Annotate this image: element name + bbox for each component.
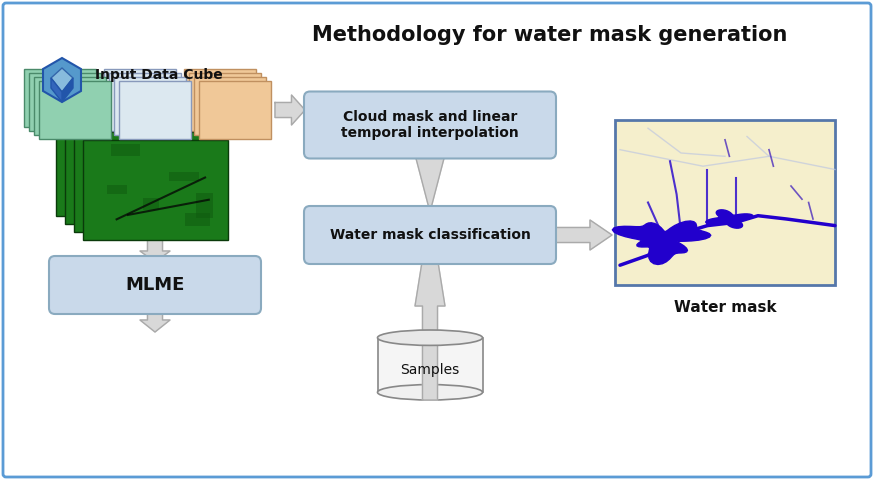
FancyBboxPatch shape <box>188 173 217 189</box>
Polygon shape <box>140 308 170 332</box>
FancyBboxPatch shape <box>196 193 213 218</box>
FancyBboxPatch shape <box>615 120 835 285</box>
Text: Methodology for water mask generation: Methodology for water mask generation <box>312 25 787 45</box>
FancyBboxPatch shape <box>119 149 138 171</box>
FancyBboxPatch shape <box>91 204 102 215</box>
Polygon shape <box>51 78 62 102</box>
FancyBboxPatch shape <box>119 81 191 139</box>
FancyBboxPatch shape <box>182 169 198 180</box>
Polygon shape <box>140 240 170 262</box>
Polygon shape <box>275 95 305 125</box>
FancyBboxPatch shape <box>184 214 211 226</box>
FancyBboxPatch shape <box>169 172 198 180</box>
FancyBboxPatch shape <box>142 198 159 210</box>
FancyBboxPatch shape <box>34 77 106 135</box>
Text: MLME: MLME <box>125 276 184 294</box>
FancyBboxPatch shape <box>114 77 186 135</box>
Polygon shape <box>706 210 753 228</box>
Polygon shape <box>415 97 445 212</box>
Text: Water mask classification: Water mask classification <box>329 228 531 242</box>
Polygon shape <box>415 212 445 400</box>
FancyBboxPatch shape <box>65 124 210 224</box>
FancyBboxPatch shape <box>304 92 556 158</box>
FancyBboxPatch shape <box>56 116 200 216</box>
FancyBboxPatch shape <box>111 144 140 156</box>
FancyBboxPatch shape <box>378 338 482 392</box>
Polygon shape <box>43 58 81 102</box>
FancyBboxPatch shape <box>114 186 146 198</box>
Text: Samples: Samples <box>400 363 460 377</box>
FancyBboxPatch shape <box>132 178 149 190</box>
FancyBboxPatch shape <box>184 69 256 127</box>
FancyBboxPatch shape <box>199 81 271 139</box>
Polygon shape <box>51 68 73 92</box>
FancyBboxPatch shape <box>170 191 182 204</box>
FancyBboxPatch shape <box>104 69 176 127</box>
FancyBboxPatch shape <box>49 256 261 314</box>
FancyBboxPatch shape <box>194 77 266 135</box>
FancyBboxPatch shape <box>85 187 118 199</box>
FancyBboxPatch shape <box>145 188 165 198</box>
FancyBboxPatch shape <box>109 73 181 131</box>
FancyBboxPatch shape <box>88 118 104 141</box>
Polygon shape <box>553 220 612 250</box>
FancyBboxPatch shape <box>107 184 127 194</box>
FancyBboxPatch shape <box>97 175 109 196</box>
Polygon shape <box>613 221 711 264</box>
Text: Water mask: Water mask <box>674 300 776 314</box>
FancyBboxPatch shape <box>82 140 227 240</box>
FancyBboxPatch shape <box>29 73 101 131</box>
FancyBboxPatch shape <box>155 138 185 150</box>
Text: Input Data Cube: Input Data Cube <box>95 68 223 82</box>
FancyBboxPatch shape <box>24 69 96 127</box>
FancyBboxPatch shape <box>120 145 149 162</box>
FancyBboxPatch shape <box>128 202 156 217</box>
FancyBboxPatch shape <box>104 163 121 177</box>
FancyBboxPatch shape <box>111 169 136 187</box>
FancyBboxPatch shape <box>304 206 556 264</box>
FancyBboxPatch shape <box>39 81 111 139</box>
FancyBboxPatch shape <box>3 3 871 477</box>
Text: Cloud mask and linear
temporal interpolation: Cloud mask and linear temporal interpola… <box>341 110 519 140</box>
Ellipse shape <box>378 384 482 400</box>
Polygon shape <box>62 78 73 102</box>
FancyBboxPatch shape <box>189 73 261 131</box>
FancyBboxPatch shape <box>136 161 156 186</box>
FancyBboxPatch shape <box>133 163 147 180</box>
Ellipse shape <box>378 330 482 346</box>
FancyBboxPatch shape <box>73 132 218 232</box>
